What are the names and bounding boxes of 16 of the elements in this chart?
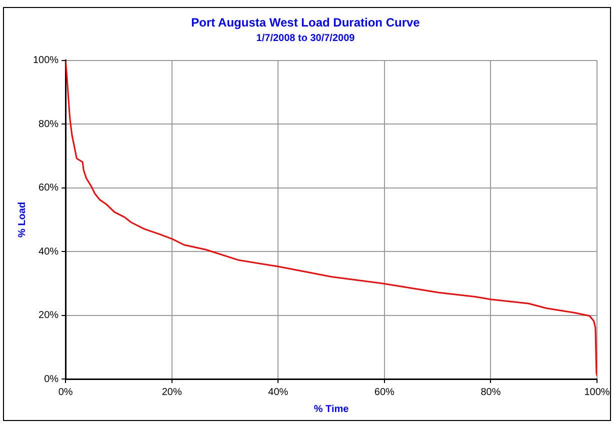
x-tick-label: 100% [584, 386, 610, 398]
y-tick-label: 100% [33, 55, 59, 66]
chart-title: Port Augusta West Load Duration Curve [191, 16, 420, 30]
x-axis-title: % Time [314, 404, 350, 415]
y-tick-label: 0% [44, 374, 59, 385]
x-tick-label: 20% [162, 386, 182, 398]
x-tick-label: 0% [58, 386, 73, 398]
y-tick-label: 20% [38, 310, 59, 322]
chart-subtitle: 1/7/2008 to 30/7/2009 [256, 33, 356, 44]
y-tick-label: 60% [38, 182, 59, 194]
x-tick-label: 80% [480, 386, 501, 398]
x-tick-label: 40% [268, 386, 288, 398]
y-tick-label: 80% [38, 118, 59, 130]
y-tick-label: 40% [38, 246, 59, 258]
x-tick-label: 60% [374, 386, 395, 398]
y-axis-title: % Load [16, 202, 28, 238]
